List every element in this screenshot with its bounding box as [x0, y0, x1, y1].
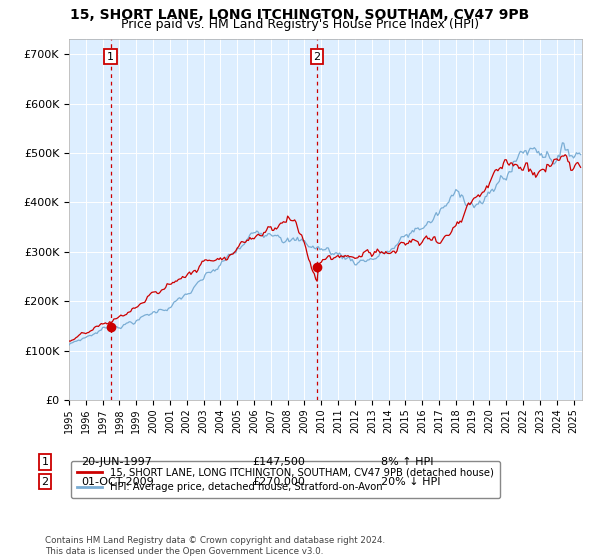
Text: 15, SHORT LANE, LONG ITCHINGTON, SOUTHAM, CV47 9PB: 15, SHORT LANE, LONG ITCHINGTON, SOUTHAM… [70, 8, 530, 22]
Text: 8% ↑ HPI: 8% ↑ HPI [381, 457, 433, 467]
Text: 01-OCT-2009: 01-OCT-2009 [81, 477, 154, 487]
Text: 2: 2 [41, 477, 49, 487]
Text: £147,500: £147,500 [252, 457, 305, 467]
Text: £270,000: £270,000 [252, 477, 305, 487]
Text: Contains HM Land Registry data © Crown copyright and database right 2024.
This d: Contains HM Land Registry data © Crown c… [45, 536, 385, 556]
Legend: 15, SHORT LANE, LONG ITCHINGTON, SOUTHAM, CV47 9PB (detached house), HPI: Averag: 15, SHORT LANE, LONG ITCHINGTON, SOUTHAM… [71, 461, 500, 498]
Text: 20% ↓ HPI: 20% ↓ HPI [381, 477, 440, 487]
Text: 1: 1 [41, 457, 49, 467]
Text: 2: 2 [314, 52, 320, 62]
Text: Price paid vs. HM Land Registry's House Price Index (HPI): Price paid vs. HM Land Registry's House … [121, 18, 479, 31]
Text: 1: 1 [107, 52, 114, 62]
Text: 20-JUN-1997: 20-JUN-1997 [81, 457, 152, 467]
